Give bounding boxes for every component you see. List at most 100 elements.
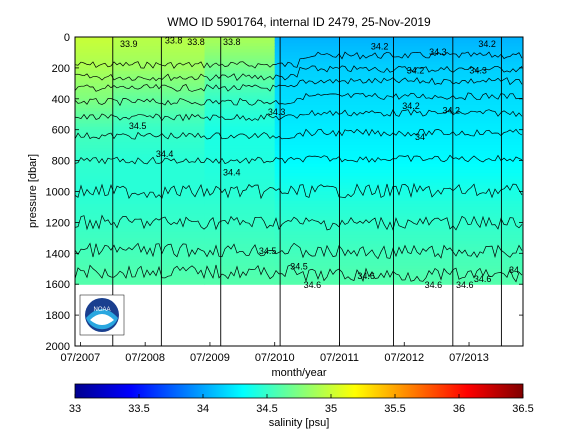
salinity-cell <box>274 265 523 270</box>
y-axis: 0 200 400 600 800 1000 1200 1400 1600 1800 2000 <box>46 32 523 353</box>
contour-label: 34.6 <box>304 280 322 290</box>
plot-area: 33.9 33.8 33.8 33.8 34.2 34.2 34.2 34.3 34.3 34.2… <box>75 37 523 346</box>
salinity-cell <box>75 172 114 177</box>
salinity-cell <box>204 244 276 248</box>
salinity-cell <box>75 253 114 257</box>
contour-label: 34.5 <box>129 121 147 131</box>
salinity-cell <box>112 114 206 118</box>
profile-gap-lines <box>112 37 502 346</box>
salinity-cell <box>204 234 276 239</box>
salinity-cell <box>75 185 114 190</box>
colorbar <box>74 383 524 399</box>
contour-label: 34.5 <box>290 262 308 272</box>
salinity-cell <box>204 132 276 137</box>
salinity-cell <box>204 278 276 282</box>
salinity-cell <box>204 49 276 54</box>
salinity-cell <box>75 89 114 94</box>
salinity-cell <box>112 148 206 152</box>
salinity-cell <box>75 265 114 270</box>
salinity-cell <box>274 43 523 47</box>
salinity-cell <box>112 256 206 261</box>
salinity-cell <box>274 225 523 230</box>
salinity-cell <box>274 213 523 217</box>
x-tick-label: 07/2010 <box>255 352 295 364</box>
salinity-cell <box>112 250 206 254</box>
salinity-cell <box>75 274 114 279</box>
salinity-cell <box>75 138 114 143</box>
salinity-cell <box>204 191 276 196</box>
salinity-cell <box>204 64 276 69</box>
contour-label: 33.8 <box>223 37 241 47</box>
salinity-cell <box>112 200 206 205</box>
y-tick-label: 400 <box>52 94 70 106</box>
contour-label: 34.6 <box>474 274 492 284</box>
salinity-cell <box>274 142 523 146</box>
salinity-cell <box>274 194 523 199</box>
contour-label: 34.3 <box>469 65 487 75</box>
salinity-cell <box>204 77 276 81</box>
salinity-cell <box>112 213 206 217</box>
salinity-cell <box>112 179 206 183</box>
y-tick-label: 1000 <box>46 187 70 199</box>
salinity-cell <box>274 206 523 211</box>
contour-label: 34.2 <box>402 101 420 111</box>
salinity-cell <box>75 262 114 267</box>
salinity-cell <box>204 55 276 60</box>
contour-label: 34.2 <box>407 65 425 75</box>
contour-line <box>75 92 523 107</box>
salinity-cell <box>112 172 206 177</box>
salinity-cell <box>204 281 276 285</box>
salinity-cell <box>75 70 114 75</box>
salinity-cell <box>112 58 206 63</box>
salinity-cell <box>204 83 276 88</box>
salinity-cell <box>204 70 276 75</box>
salinity-cell <box>112 95 206 100</box>
chart-title: WMO ID 5901764, internal ID 2479, 25-Nov… <box>167 15 431 29</box>
salinity-cell <box>204 43 276 47</box>
salinity-cell <box>112 145 206 149</box>
salinity-cell <box>75 49 114 54</box>
salinity-cell <box>204 200 276 205</box>
salinity-cell <box>112 135 206 140</box>
salinity-cell <box>204 203 276 208</box>
salinity-cell <box>274 160 523 165</box>
salinity-cell <box>204 52 276 57</box>
x-tick-label: 07/2013 <box>449 352 489 364</box>
salinity-cell <box>75 216 114 220</box>
salinity-cell <box>112 237 206 242</box>
salinity-cell <box>112 259 206 264</box>
salinity-cell <box>75 46 114 50</box>
y-tick-label: 1400 <box>46 248 70 260</box>
salinity-cell <box>274 274 523 279</box>
salinity-cell <box>204 253 276 257</box>
salinity-cell <box>112 247 206 251</box>
salinity-cell <box>274 49 523 54</box>
salinity-cell <box>274 58 523 63</box>
salinity-cell <box>112 197 206 202</box>
salinity-cell <box>112 67 206 72</box>
salinity-cell <box>112 142 206 146</box>
salinity-cell <box>274 278 523 282</box>
salinity-cell <box>75 240 114 245</box>
y-tick-label: 1600 <box>46 279 70 291</box>
salinity-cell <box>274 256 523 261</box>
contour-label: 34.6 <box>425 280 443 290</box>
salinity-cell <box>204 142 276 146</box>
salinity-cell <box>204 206 276 211</box>
salinity-cell <box>75 206 114 211</box>
x-tick-label: 07/2008 <box>125 352 165 364</box>
salinity-cell <box>75 58 114 63</box>
salinity-cell <box>75 268 114 273</box>
salinity-cell <box>112 92 206 97</box>
salinity-cell <box>112 176 206 180</box>
salinity-cell <box>274 210 523 214</box>
salinity-cell <box>75 200 114 205</box>
salinity-cell <box>112 52 206 57</box>
salinity-cell <box>112 120 206 125</box>
salinity-cell <box>112 182 206 186</box>
salinity-cell <box>204 89 276 94</box>
salinity-cell <box>274 216 523 220</box>
salinity-cell <box>274 197 523 202</box>
salinity-cell <box>75 210 114 214</box>
